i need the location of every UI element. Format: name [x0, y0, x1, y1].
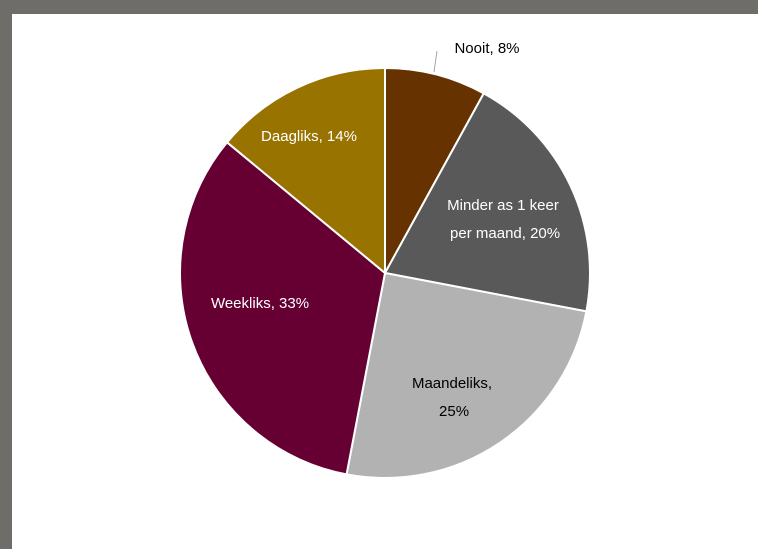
pie-slice: [384, 66, 486, 274]
data-label: Nooit, 8%: [454, 40, 519, 57]
data-label: Weekliks, 33%: [211, 295, 309, 312]
data-label: Daagliks, 14%: [261, 128, 357, 145]
data-label: Minder as 1 keer per maand, 20%: [446, 197, 560, 242]
data-label: Maandeliks, 25%: [412, 375, 492, 420]
pie-slice: [345, 271, 588, 479]
pie-slice: [179, 140, 387, 476]
pie-slice: [225, 66, 386, 276]
leader-line: [433, 50, 438, 73]
pie-slice: [383, 91, 591, 313]
